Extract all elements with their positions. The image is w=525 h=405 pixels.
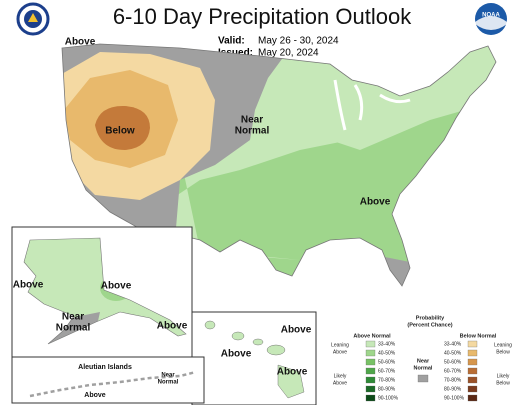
issued-label: Issued: <box>218 48 253 59</box>
legend-range: 60-70% <box>444 368 462 374</box>
legend-title: (Percent Chance) <box>407 322 452 328</box>
legend-group: Below <box>496 349 510 355</box>
legend-group: Below <box>496 380 510 386</box>
legend-group: Likely <box>334 373 347 379</box>
legend-swatch <box>417 374 429 383</box>
legend-range: 80-90% <box>378 386 396 392</box>
legend-range: 40-50% <box>444 350 462 356</box>
region-label: Above <box>65 37 96 48</box>
legend-swatch <box>365 385 376 393</box>
region-label: Above <box>101 281 132 292</box>
legend-range: 33-40% <box>378 341 396 347</box>
legend-swatch <box>467 358 478 366</box>
valid-dates: May 26 - 30, 2024 <box>258 36 339 47</box>
legend-swatch <box>467 340 478 348</box>
alaska-outline <box>23 237 187 345</box>
legend-swatch <box>467 394 478 402</box>
region-label: Aleutian Islands <box>78 364 132 371</box>
region-label: Above <box>157 321 188 332</box>
hawaii-islands <box>204 320 305 399</box>
legend-swatch <box>365 367 376 375</box>
legend-swatch <box>365 340 376 348</box>
legend-range: 70-80% <box>444 377 462 383</box>
region-label: Above <box>277 367 308 378</box>
legend-range: 50-60% <box>378 359 396 365</box>
legend-swatch <box>365 376 376 384</box>
region-label: Near <box>62 312 84 323</box>
legend-group: Leaning <box>494 342 512 348</box>
legend-range: 60-70% <box>378 368 396 374</box>
legend-heading: Below Normal <box>460 333 497 339</box>
legend-range: 40-50% <box>378 350 396 356</box>
legend-swatch <box>467 385 478 393</box>
noaa-logo: NOAA <box>475 3 507 35</box>
legend-group: Near <box>417 358 430 364</box>
great-lakes <box>333 79 411 131</box>
region-label: Above <box>281 325 312 336</box>
legend-range: 90-100% <box>378 395 399 401</box>
region-label: Normal <box>235 126 270 137</box>
region-label: Above <box>360 197 391 208</box>
legend-range: 50-60% <box>444 359 462 365</box>
valid-label: Valid: <box>218 36 245 47</box>
region-label: Above <box>221 349 252 360</box>
region-label: Normal <box>158 380 179 386</box>
region-label: Near <box>241 115 263 126</box>
region-label: Below <box>105 126 135 137</box>
legend-group: Normal <box>414 365 433 371</box>
legend-swatch <box>467 367 478 375</box>
legend-group: Likely <box>497 373 510 379</box>
legend-title: Probability <box>416 315 445 321</box>
legend-group: Above <box>333 380 347 386</box>
legend-range: 90-100% <box>444 395 465 401</box>
conus-outline <box>61 43 497 287</box>
region-label: Above <box>84 392 106 399</box>
aleutian-box <box>11 356 205 404</box>
legend-range: 80-90% <box>444 386 462 392</box>
legend-range: 33-40% <box>444 341 462 347</box>
region-label: Above <box>13 280 44 291</box>
noaa-text: NOAA <box>482 13 500 19</box>
title: 6-10 Day Precipitation Outlook <box>113 4 412 29</box>
legend-heading: Above Normal <box>353 333 391 339</box>
legend-group: Leaning <box>331 342 349 348</box>
legend-box <box>318 312 523 405</box>
legend-range: 70-80% <box>378 377 396 383</box>
legend-swatch <box>365 394 376 402</box>
issued-date: May 20, 2024 <box>258 48 319 59</box>
aleutian-chain <box>29 370 197 398</box>
region-label: Near <box>161 373 175 379</box>
doc-seal <box>16 2 50 36</box>
legend-swatch <box>467 349 478 357</box>
legend-group: Above <box>333 349 347 355</box>
region-label: Normal <box>56 323 91 334</box>
legend-swatch <box>365 349 376 357</box>
legend-swatch <box>467 376 478 384</box>
legend-swatch <box>365 358 376 366</box>
